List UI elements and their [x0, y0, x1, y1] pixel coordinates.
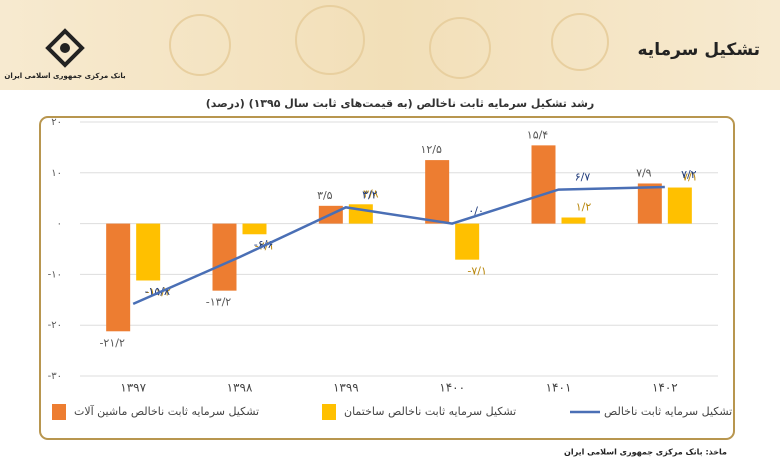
data-label: ۳/۵ [317, 189, 333, 202]
x-tick-label: ۱۳۹۷ [120, 381, 146, 395]
bar [637, 183, 662, 224]
legend-label: تشکیل سرمایه ثابت ناخالص ماشین آلات [74, 404, 259, 418]
x-tick-label: ۱۴۰۲ [652, 381, 678, 395]
data-label: ۱/۲ [576, 201, 592, 214]
legend-label: تشکیل سرمایه ثابت ناخالص ساختمان [344, 405, 516, 418]
y-tick-label: ۱۰ [51, 168, 62, 179]
y-tick-label: -۱۰ [48, 269, 62, 280]
bar [425, 160, 450, 224]
bar [136, 223, 161, 281]
logo [45, 28, 85, 68]
bar [531, 145, 556, 224]
data-label: ۳/۸ [363, 187, 379, 200]
data-label: ۷/۱ [682, 171, 698, 184]
bar [455, 223, 480, 260]
bar [212, 223, 237, 291]
chart-frame [39, 116, 735, 440]
data-label: ۳/۲ [362, 188, 378, 201]
bar [561, 217, 586, 224]
bar [667, 187, 692, 224]
y-tick-label: -۲۰ [48, 320, 62, 331]
data-label: ۱۵/۴ [527, 128, 549, 141]
line-series [132, 185, 665, 306]
legend-label: تشکیل سرمایه ثابت ناخالص [604, 405, 732, 418]
legend-marker [322, 404, 336, 420]
data-label: -۷/۱ [467, 265, 487, 278]
y-tick-label: -۳۰ [48, 371, 62, 382]
data-label: ۶/۷ [575, 171, 591, 184]
x-tick-label: ۱۳۹۸ [227, 381, 253, 395]
data-label: ۱۲/۵ [420, 143, 442, 156]
chart-title: رشد تشکیل سرمایه ثابت ناخالص (به قیمت‌ها… [206, 97, 595, 110]
x-tick-label: ۱۴۰۰ [439, 381, 465, 395]
source-note: ماخذ: بانک مرکزی جمهوری اسلامی ایران [564, 448, 727, 457]
header-banner [0, 0, 780, 90]
bar [106, 223, 131, 332]
data-label: ۷/۹ [636, 166, 652, 179]
data-label: -۱۵/۸ [144, 285, 169, 298]
legend-marker [52, 404, 66, 420]
y-tick-label: ۲۰ [51, 117, 62, 128]
header-ornament [169, 5, 609, 79]
data-label: -۲۱/۲ [99, 336, 124, 349]
header-title: تشکیل سرمایه [638, 40, 761, 60]
data-label: -۱۳/۲ [206, 296, 231, 309]
x-tick-label: ۱۴۰۱ [546, 381, 572, 395]
y-tick-label: ۰ [57, 219, 62, 230]
logo-text: بانک مرکزی جمهوری اسلامی ایران [4, 72, 126, 80]
bar [242, 223, 267, 235]
x-tick-label: ۱۳۹۹ [333, 381, 359, 395]
data-label: ۷/۲ [681, 168, 697, 181]
